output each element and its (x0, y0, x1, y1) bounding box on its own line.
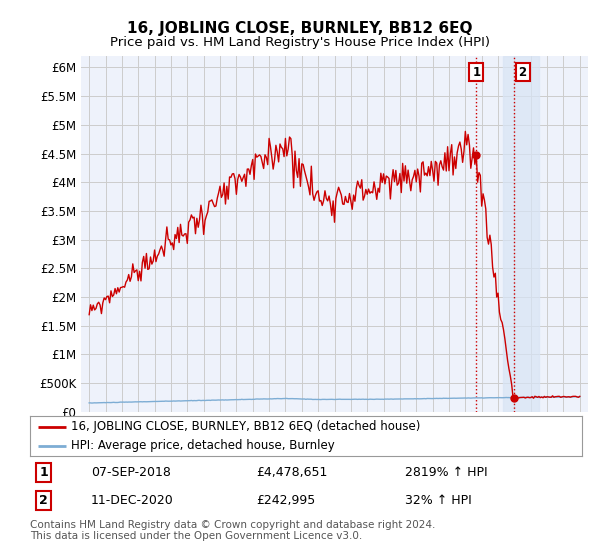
Text: £4,478,651: £4,478,651 (256, 466, 328, 479)
Text: 07-SEP-2018: 07-SEP-2018 (91, 466, 170, 479)
Text: 16, JOBLING CLOSE, BURNLEY, BB12 6EQ: 16, JOBLING CLOSE, BURNLEY, BB12 6EQ (127, 21, 473, 36)
Text: 1: 1 (472, 66, 481, 78)
Text: Price paid vs. HM Land Registry's House Price Index (HPI): Price paid vs. HM Land Registry's House … (110, 36, 490, 49)
Text: 16, JOBLING CLOSE, BURNLEY, BB12 6EQ (detached house): 16, JOBLING CLOSE, BURNLEY, BB12 6EQ (de… (71, 420, 421, 433)
Text: 1: 1 (40, 466, 48, 479)
Text: 11-DEC-2020: 11-DEC-2020 (91, 494, 173, 507)
Text: 32% ↑ HPI: 32% ↑ HPI (406, 494, 472, 507)
Text: 2: 2 (518, 66, 527, 78)
Text: 2: 2 (40, 494, 48, 507)
Text: Contains HM Land Registry data © Crown copyright and database right 2024.
This d: Contains HM Land Registry data © Crown c… (30, 520, 436, 542)
Text: 2819% ↑ HPI: 2819% ↑ HPI (406, 466, 488, 479)
Text: HPI: Average price, detached house, Burnley: HPI: Average price, detached house, Burn… (71, 440, 335, 452)
Text: £242,995: £242,995 (256, 494, 316, 507)
Bar (503, 56, 539, 412)
